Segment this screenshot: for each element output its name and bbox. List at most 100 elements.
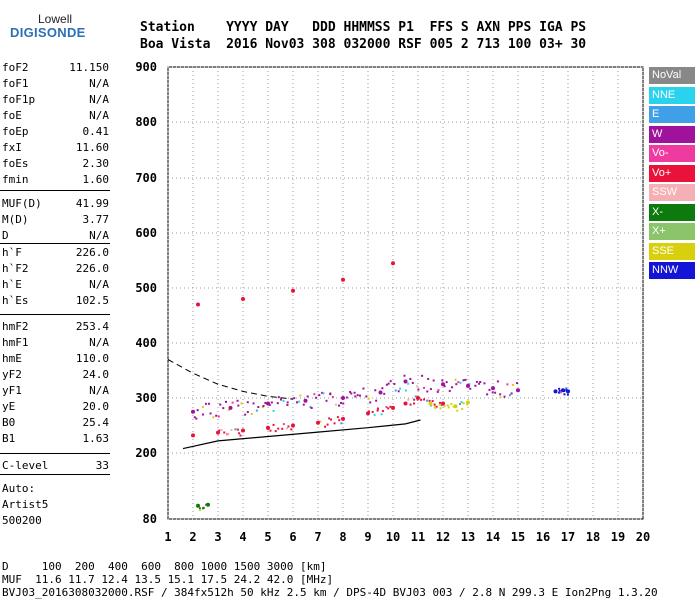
trace-speck [240, 402, 243, 405]
trace-speck [425, 399, 428, 402]
data-point-vo [266, 425, 270, 430]
x-tick-label: 16 [536, 530, 550, 544]
trace-speck [409, 403, 412, 406]
param-value: 11.150 [69, 61, 109, 74]
y-tick-label: 600 [135, 226, 157, 240]
trace-speck [333, 422, 336, 425]
trace-speck [282, 423, 285, 426]
trace-speck [299, 394, 302, 397]
true-height-profile [182, 419, 421, 450]
trace-speck [326, 423, 329, 426]
trace-speck [375, 399, 378, 402]
trace-speck [302, 403, 305, 406]
trace-speck [270, 401, 273, 404]
trace-speck [496, 380, 499, 383]
data-point-vo [391, 261, 395, 266]
trace-speck [474, 384, 477, 387]
trace-speck [417, 388, 420, 391]
trace-speck [488, 388, 491, 391]
trace-speck [281, 427, 284, 430]
x-tick-label: 9 [364, 530, 371, 544]
trace-speck [483, 382, 486, 385]
trace-speck [264, 402, 267, 405]
legend-item-noval: NoVal [649, 67, 695, 84]
trace-speck [236, 428, 239, 431]
trace-speck [557, 391, 560, 394]
trace-speck [414, 395, 417, 398]
param-value: N/A [89, 278, 109, 291]
trace-speck [198, 509, 201, 512]
param-divider [0, 190, 110, 191]
trace-speck [383, 392, 386, 395]
data-point-nnw [566, 389, 570, 394]
trace-speck [223, 431, 226, 434]
trace-speck [202, 507, 205, 510]
trace-speck [376, 409, 379, 412]
x-tick-label: 8 [339, 530, 346, 544]
trace-speck [499, 393, 502, 396]
trace-speck [290, 428, 293, 431]
trace-speck [250, 412, 253, 415]
y-tick-label: 200 [135, 446, 157, 460]
param-divider [0, 314, 110, 315]
trace-speck [306, 395, 309, 398]
trace-speck [219, 403, 222, 406]
trace-speck [445, 381, 448, 384]
trace-speck [324, 425, 327, 428]
trace-speck [319, 420, 322, 423]
trace-speck [478, 382, 481, 385]
trace-speck [447, 406, 450, 409]
trace-speck [315, 396, 318, 399]
param-row-hmf2: hmF2 253.4 [2, 319, 109, 335]
trace-speck [432, 379, 435, 382]
trace-speck [457, 381, 460, 384]
trace-speck [286, 427, 289, 430]
trace-speck [431, 400, 434, 403]
legend-item-nnw: NNW [649, 262, 695, 279]
trace-speck [441, 379, 444, 382]
trace-speck [204, 503, 207, 506]
x-tick-label: 14 [486, 530, 500, 544]
trace-speck [426, 390, 429, 393]
trace-speck [494, 391, 497, 394]
y-tick-label: 300 [135, 391, 157, 405]
param-value: N/A [89, 93, 109, 106]
trace-speck [268, 403, 271, 406]
x-tick-label: 12 [436, 530, 450, 544]
data-point-vo [241, 428, 245, 433]
legend-item-vo: Vo+ [649, 164, 695, 182]
y-tick-label: 80 [143, 512, 157, 526]
param-value: 1.63 [82, 432, 110, 445]
autoscale-info: Auto: [2, 482, 36, 495]
param-name: yF2 [2, 368, 22, 381]
trace-speck [218, 429, 221, 432]
trace-speck [373, 413, 376, 416]
trace-speck [338, 419, 341, 422]
param-name: B1 [2, 432, 16, 445]
trace-speck [387, 382, 390, 385]
trace-speck [462, 379, 465, 382]
trace-speck [345, 396, 348, 399]
param-name: foF1 [2, 77, 29, 90]
trace-speck [286, 401, 289, 404]
trace-speck [195, 417, 198, 420]
trace-speck [340, 422, 343, 425]
trace-speck [202, 405, 205, 408]
trace-speck [380, 413, 383, 416]
trace-speck [277, 396, 280, 399]
trace-speck [310, 407, 313, 410]
trace-speck [403, 374, 406, 377]
y-tick-label: 700 [135, 171, 157, 185]
trace-speck [486, 393, 489, 396]
trace-speck [330, 418, 333, 421]
trace-speck [272, 423, 275, 426]
param-value: N/A [89, 384, 109, 397]
trace-speck [325, 399, 328, 402]
trace-speck [455, 383, 458, 386]
x-tick-label: 10 [386, 530, 400, 544]
x-tick-label: 20 [636, 530, 650, 544]
trace-speck [328, 417, 331, 420]
trace-speck [313, 393, 316, 396]
legend-item-e: E [649, 106, 695, 123]
logo-digisonde: DIGISONDE [10, 25, 86, 40]
